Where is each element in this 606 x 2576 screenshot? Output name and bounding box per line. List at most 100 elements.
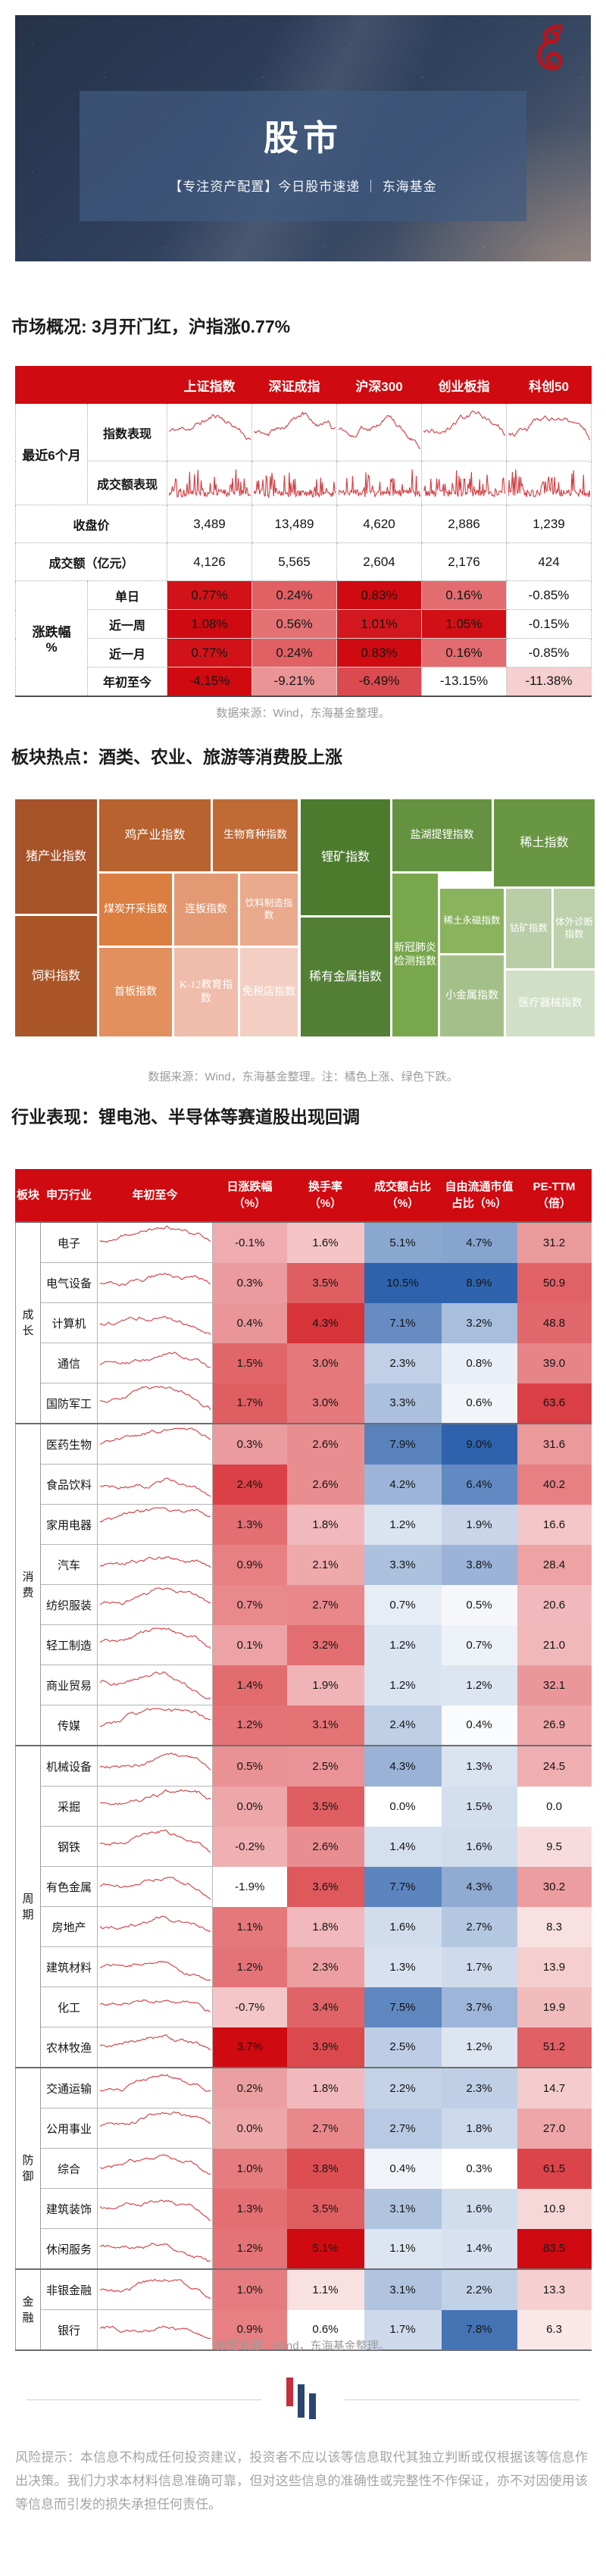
market-row-label: 成交额（亿元） xyxy=(15,542,167,581)
industry-volshare-cell: 1.2% xyxy=(364,1665,442,1705)
industry-name: 食品饮料 xyxy=(40,1464,98,1505)
industry-spark-cell xyxy=(97,1786,213,1827)
industry-capshare-cell: 2.7% xyxy=(441,1906,517,1947)
industry-chg-cell: -1.9% xyxy=(212,1866,287,1907)
industry-turnover-cell: 3.8% xyxy=(286,2148,364,2189)
treemap-cell-label: 免税店指数 xyxy=(242,986,295,998)
treemap-cell: 猪产业指数 xyxy=(15,799,97,914)
industry-col-header: 成交额占比 （%） xyxy=(364,1169,442,1223)
industry-capshare-cell: 6.4% xyxy=(441,1464,517,1505)
industry-pe-cell: 48.8 xyxy=(517,1302,592,1343)
industry-capshare-cell: 3.8% xyxy=(441,1544,517,1585)
market-heat-cell: 0.24% xyxy=(251,638,337,667)
industry-pe-cell: 9.5 xyxy=(517,1826,592,1867)
industry-spark-cell xyxy=(97,1705,213,1746)
industry-spark-cell xyxy=(97,1906,213,1947)
industry-capshare-cell: 8.9% xyxy=(441,1262,517,1303)
industry-group-label: 周期 xyxy=(15,1745,41,2068)
industry-capshare-cell: 0.7% xyxy=(441,1624,517,1665)
industry-turnover-cell: 3.9% xyxy=(286,2027,364,2068)
treemap-cell: K-12教育指数 xyxy=(174,948,238,1036)
industry-capshare-cell: 9.0% xyxy=(441,1423,517,1465)
industry-spark-cell xyxy=(97,1987,213,2027)
industry-capshare-cell: 2.3% xyxy=(441,2067,517,2109)
sparkline-chart xyxy=(423,470,506,498)
industry-pe-cell: 40.2 xyxy=(517,1464,592,1505)
industry-col-header: PE-TTM （倍） xyxy=(517,1169,592,1223)
industry-turnover-cell: 1.8% xyxy=(286,1906,364,1947)
industry-pe-cell: 13.9 xyxy=(517,1946,592,1987)
industry-volshare-cell: 5.1% xyxy=(364,1221,442,1263)
market-heat-cell: 0.83% xyxy=(336,638,422,667)
market-heat-cell: -13.15% xyxy=(421,667,507,696)
treemap-cell-label: 首板指数 xyxy=(114,986,157,998)
sparkline-chart xyxy=(99,1477,211,1497)
industry-name: 采掘 xyxy=(40,1786,98,1827)
treemap-cell-label: 猪产业指数 xyxy=(25,849,86,863)
sparkline-chart xyxy=(252,472,336,499)
industry-name: 电子 xyxy=(40,1221,98,1263)
industry-col-header: 自由流通市值 占比（%） xyxy=(441,1169,517,1223)
industry-capshare-cell: 0.5% xyxy=(441,1584,517,1625)
fund-logo-icon xyxy=(286,2377,320,2423)
industry-capshare-cell: 1.6% xyxy=(441,1826,517,1867)
sparkline-chart xyxy=(507,469,591,498)
treemap-cell-label: K-12教育指数 xyxy=(179,980,233,1005)
industry-col-header: 换手率 （%） xyxy=(286,1169,364,1223)
sector-treemap: 猪产业指数 饲料指数 鸡产业指数 生物育种指数 煤炭开采指数 连板指数 饮料制造指数 首板指数… xyxy=(15,798,595,1036)
treemap-cell-label: 钴矿指数 xyxy=(509,922,548,933)
market-value-cell: 424 xyxy=(506,542,592,581)
industry-volshare-cell: 4.2% xyxy=(364,1464,442,1505)
treemap-cell-label: 稀土永磁指数 xyxy=(443,914,501,926)
sparkline-chart xyxy=(99,2278,211,2299)
industry-capshare-cell: 1.7% xyxy=(441,1946,517,1987)
industry-chg-cell: -0.1% xyxy=(212,1221,287,1263)
industry-group-label: 金融 xyxy=(15,2268,41,2351)
industry-pe-cell: 14.7 xyxy=(517,2067,592,2109)
industry-turnover-cell: 3.4% xyxy=(286,1987,364,2027)
industry-volshare-cell: 7.9% xyxy=(364,1423,442,1465)
industry-chg-cell: 1.0% xyxy=(212,2268,287,2310)
section-title-industry: 行业表现：锂电池、半导体等赛道股出现回调 xyxy=(11,1107,360,1127)
industry-chg-cell: 0.1% xyxy=(212,1624,287,1665)
industry-chg-cell: 0.9% xyxy=(212,2309,287,2350)
industry-turnover-cell: 2.6% xyxy=(286,1826,364,1867)
treemap-cell: 煤炭开采指数 xyxy=(99,874,172,946)
industry-volshare-cell: 1.3% xyxy=(364,1946,442,1987)
treemap-cell: 免税店指数 xyxy=(240,948,298,1036)
market-heat-cell: 0.56% xyxy=(251,609,337,639)
industry-spark-cell xyxy=(97,1665,213,1705)
treemap-cell-label: 小金属指数 xyxy=(445,989,498,1002)
sparkline-chart xyxy=(99,1671,211,1699)
market-value-cell: 3,489 xyxy=(167,505,252,543)
industry-volshare-cell: 2.5% xyxy=(364,2027,442,2068)
industry-volshare-cell: 2.7% xyxy=(364,2108,442,2149)
treemap-cell: 小金属指数 xyxy=(440,955,504,1036)
market-value-cell: 2,886 xyxy=(421,505,507,543)
hero-overlay: 股市 【专注资产配置】今日股市速递 ｜ 东海基金 xyxy=(80,91,526,221)
industry-turnover-cell: 1.8% xyxy=(286,2067,364,2109)
industry-capshare-cell: 0.8% xyxy=(441,1343,517,1383)
industry-chg-cell: 0.7% xyxy=(212,1584,287,1625)
industry-name: 国防军工 xyxy=(40,1383,98,1424)
sparkline-chart xyxy=(99,1352,211,1368)
industry-turnover-cell: 3.6% xyxy=(286,1866,364,1907)
treemap-cell: 锂矿指数 xyxy=(301,799,390,915)
industry-spark-cell xyxy=(97,1826,213,1867)
treemap-cell-label: 新冠肺炎检测指数 xyxy=(394,943,436,968)
market-col-header: 创业板指 xyxy=(421,366,507,404)
industry-capshare-cell: 1.5% xyxy=(441,1786,517,1827)
industry-turnover-cell: 3.0% xyxy=(286,1383,364,1424)
industry-volshare-cell: 3.1% xyxy=(364,2188,442,2229)
industry-chg-cell: 0.5% xyxy=(212,1745,287,1787)
industry-volshare-cell: 3.1% xyxy=(364,2268,442,2310)
market-value-cell: 13,489 xyxy=(251,505,337,543)
industry-turnover-cell: 2.1% xyxy=(286,1544,364,1585)
market-row-label: 近一月 xyxy=(87,638,167,667)
industry-chg-cell: 1.1% xyxy=(212,1906,287,1947)
industry-chg-cell: -0.2% xyxy=(212,1826,287,1867)
market-spark-cell xyxy=(167,461,252,505)
market-value-cell: 4,620 xyxy=(336,505,422,543)
industry-volshare-cell: 3.3% xyxy=(364,1544,442,1585)
sparkline-chart xyxy=(168,414,251,440)
